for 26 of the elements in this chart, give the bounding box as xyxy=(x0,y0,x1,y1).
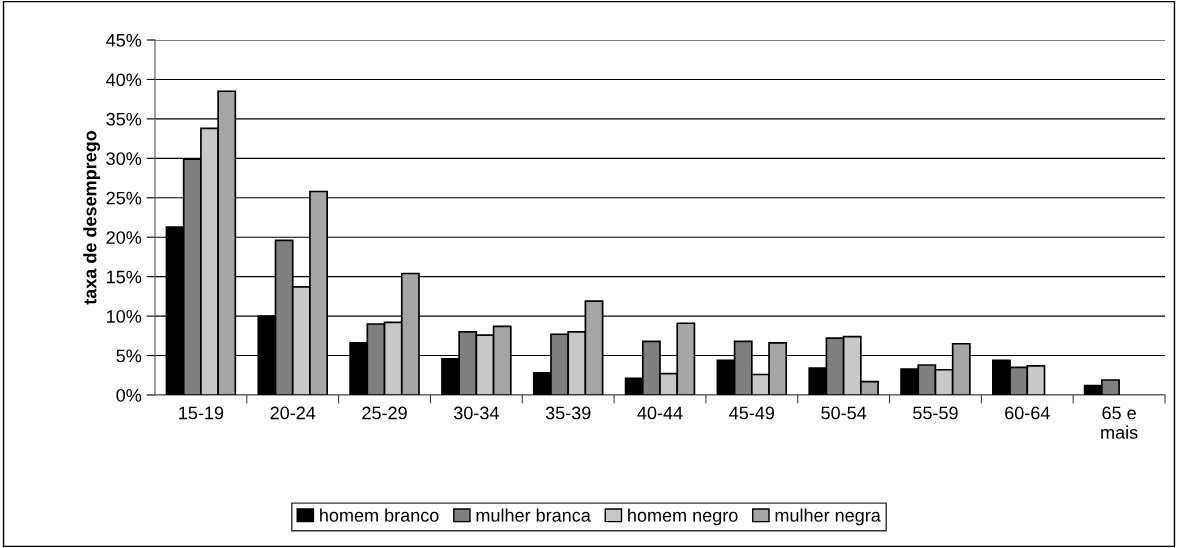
y-tick-label: 25% xyxy=(106,191,142,205)
legend-label: homem negro xyxy=(628,508,738,526)
x-tick-label: 35-39 xyxy=(545,406,591,420)
x-tick-label: 40-44 xyxy=(637,406,683,420)
legend-label: mulher branca xyxy=(476,508,591,522)
legend-label: mulher negra xyxy=(775,508,881,526)
y-tick-label: 40% xyxy=(106,73,142,87)
x-tick-label: 60-64 xyxy=(1005,406,1050,420)
y-axis-title: taxa de desemprego xyxy=(83,130,101,305)
x-tick-label: 45-49 xyxy=(729,406,775,420)
x-tick-label: 50-54 xyxy=(821,406,867,420)
y-tick-label: 10% xyxy=(107,310,142,323)
y-tick-label: 20% xyxy=(106,231,142,244)
x-tick-label: 55-59 xyxy=(913,406,958,420)
y-tick-label: 35% xyxy=(106,112,142,126)
y-tick-label: 5% xyxy=(116,349,142,363)
x-tick-label: 15-19 xyxy=(179,406,224,420)
x-tick-label: 25-29 xyxy=(362,406,407,420)
x-tick-label: 20-24 xyxy=(270,406,316,420)
y-tick-label: 30% xyxy=(106,152,142,166)
y-tick-label: 45% xyxy=(106,34,142,47)
x-tick-label: 30-34 xyxy=(453,406,499,420)
legend-label: homem branco xyxy=(320,508,439,522)
y-tick-label: 15% xyxy=(107,270,142,284)
y-tick-label: 0% xyxy=(116,388,142,402)
x-tick-label: 65 e mais xyxy=(1101,406,1138,439)
